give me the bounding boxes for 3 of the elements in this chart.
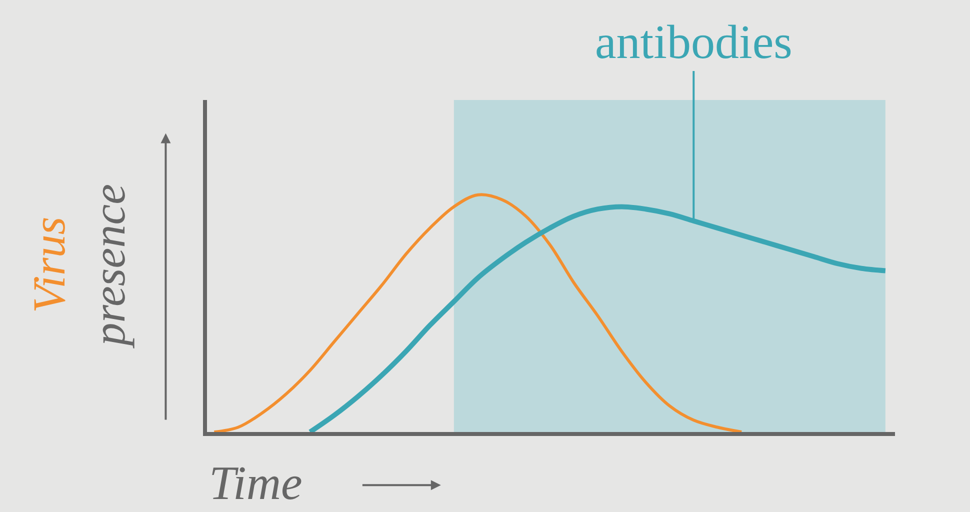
text: antibodies [595,16,792,69]
x-axis-title: Time [209,457,302,510]
y-axis-title: Virus presence [24,184,135,349]
